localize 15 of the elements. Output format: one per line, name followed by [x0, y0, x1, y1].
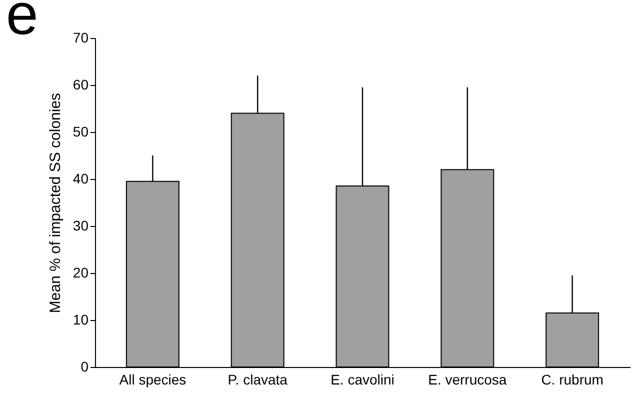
text: e	[6, 0, 38, 47]
y-tick-label: 60	[72, 76, 89, 92]
y-tick-label: 30	[72, 218, 89, 234]
y-tick-label: 50	[72, 124, 89, 140]
y-axis-title: Mean % of impacted SS colonies	[46, 92, 64, 314]
x-tick-label: E. cavolini	[330, 372, 394, 388]
y-tick-label: 20	[72, 264, 89, 280]
x-tick-label: All species	[119, 372, 186, 388]
x-tick-label: P. clavata	[228, 372, 288, 388]
y-tick-label: 70	[72, 30, 89, 46]
y-tick-label: 40	[72, 170, 89, 186]
x-tick-label: C. rubrum	[541, 372, 604, 388]
y-tick-label: 0	[80, 358, 89, 374]
x-tick-label: E. verrucosa	[428, 372, 507, 388]
y-tick-label: 10	[72, 312, 89, 328]
